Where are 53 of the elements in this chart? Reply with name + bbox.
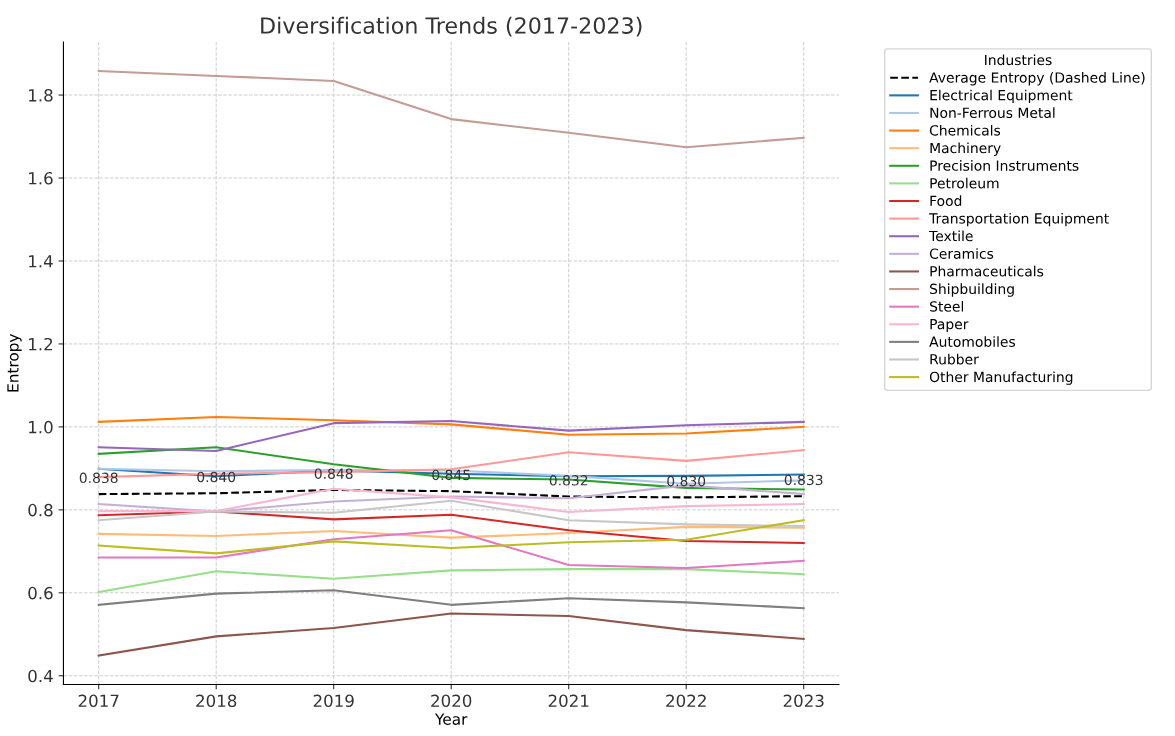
data-label: 0.830 xyxy=(667,475,706,487)
x-tick-label: 2017 xyxy=(78,694,119,708)
x-axis-title: Year xyxy=(434,713,468,725)
data-label: 0.833 xyxy=(784,474,823,486)
legend-label: Shipbuilding xyxy=(930,283,1014,297)
x-tick-label: 2018 xyxy=(196,694,237,708)
legend-label: Petroleum xyxy=(930,177,999,189)
y-tick-label: 0.8 xyxy=(28,503,53,517)
legend-label: Textile xyxy=(929,230,973,242)
x-tick-label: 2019 xyxy=(313,694,354,708)
y-tick-label: 1.4 xyxy=(29,255,53,268)
chart-title: Diversification Trends (2017-2023) xyxy=(261,16,642,37)
legend-label: Electrical Equipment xyxy=(930,89,1073,104)
line-series xyxy=(97,589,805,610)
legend-label: Paper xyxy=(930,319,969,333)
legend-label: Pharmaceuticals xyxy=(930,265,1044,277)
y-tick-label: 1.0 xyxy=(29,420,53,434)
x-tick-label: 2021 xyxy=(548,694,589,708)
line-series xyxy=(97,568,805,594)
line-series xyxy=(97,420,805,452)
legend-label: Rubber xyxy=(930,353,979,365)
y-tick-label: 0.6 xyxy=(28,586,53,600)
line-series xyxy=(97,519,805,555)
legend-label: Steel xyxy=(930,300,964,312)
x-tick-label: 2020 xyxy=(431,694,472,708)
legend-label: Ceramics xyxy=(929,248,994,259)
line-series xyxy=(97,488,805,499)
legend-label: Non-Ferrous Metal xyxy=(930,107,1055,119)
data-label: 0.848 xyxy=(314,468,353,479)
legend-label: Automobiles xyxy=(929,336,1016,347)
line-series xyxy=(97,510,805,545)
y-tick-label: 0.4 xyxy=(28,669,53,683)
legend-label: Average Entropy (Dashed Line) xyxy=(929,72,1145,86)
x-tick-label: 2023 xyxy=(783,694,824,708)
line-series xyxy=(97,69,805,149)
legend-label: Food xyxy=(930,195,962,207)
legend-title: Industries xyxy=(985,54,1052,66)
legend-label: Transportation Equipment xyxy=(929,212,1109,227)
y-tick-label: 1.8 xyxy=(29,89,53,102)
legend-label: Precision Instruments xyxy=(930,160,1079,171)
line-series xyxy=(97,612,805,657)
legend-label: Machinery xyxy=(930,142,1001,156)
y-tick-label: 1.6 xyxy=(29,171,53,185)
y-axis-title: Entropy xyxy=(7,334,22,392)
line-series xyxy=(97,525,805,539)
line-series xyxy=(97,529,805,569)
legend-label: Other Manufacturing xyxy=(929,371,1073,385)
x-tick-label: 2022 xyxy=(666,694,706,708)
legend-label: Chemicals xyxy=(929,124,1001,136)
data-label: 0.845 xyxy=(432,469,470,481)
y-tick-label: 1.2 xyxy=(29,337,53,351)
line-series xyxy=(97,415,805,436)
data-label: 0.838 xyxy=(79,472,118,484)
